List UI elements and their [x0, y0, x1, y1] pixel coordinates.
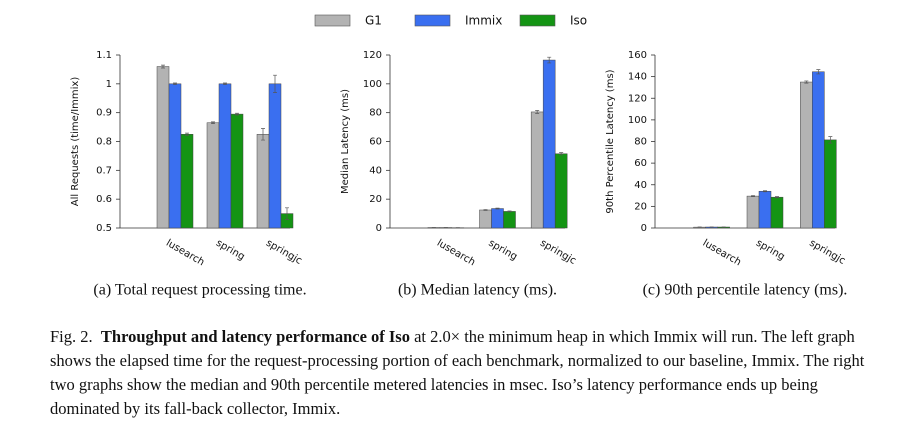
y-tick-label: 20 [634, 201, 647, 212]
bar [206, 122, 220, 229]
y-tick-label: 120 [363, 50, 382, 61]
y-tick-label: 0.8 [96, 137, 112, 148]
y-tick-label: 0.7 [96, 165, 112, 176]
subplot-caption: (b) Median latency (ms). [398, 282, 557, 299]
figure: G1 Immix Iso 0.5 0.6 0.7 0.8 0.9 1 1.1 All Request… [70, 14, 848, 299]
error-bar [751, 195, 755, 197]
y-tick-label: 140 [628, 72, 647, 83]
y-tick-label: 0.9 [96, 108, 112, 119]
y-axis-label: All Requests (time/Immix) [70, 77, 81, 207]
bar [800, 81, 813, 229]
y-tick-label: 100 [628, 115, 647, 126]
error-bar [223, 82, 227, 86]
bar [180, 134, 194, 229]
y-axis-label: 90th Percentile Latency (ms) [605, 69, 616, 213]
y-tick-label: 0 [376, 223, 382, 234]
error-bar [161, 64, 165, 69]
error-bar [495, 207, 500, 210]
error-bar [273, 74, 277, 93]
y-axis-label: Median Latency (ms) [340, 89, 351, 194]
x-tick-label: lusearch [701, 238, 743, 269]
y-tick-label: 60 [634, 158, 647, 169]
y-tick-label: 80 [634, 137, 647, 148]
x-tick-label: spring [754, 238, 786, 263]
legend-swatch [414, 14, 451, 27]
y-tick-label: 1 [106, 79, 112, 90]
subplot-caption: (a) Total request processing time. [93, 282, 306, 299]
bar [824, 139, 837, 229]
bar [554, 153, 568, 229]
x-tick-label: lusearch [164, 238, 206, 269]
x-tick-label: springjc [538, 238, 578, 267]
subplot-caption: (c) 90th percentile latency (ms). [643, 282, 848, 299]
bar [156, 66, 170, 229]
bar [503, 211, 516, 229]
bar [770, 196, 784, 229]
error-bar [285, 207, 289, 220]
y-tick-label: 120 [628, 93, 647, 104]
caption-title: Throughput and latency performance of Is… [100, 327, 410, 346]
legend-label: G1 [365, 14, 382, 28]
y-tick-label: 40 [634, 180, 647, 191]
error-bar [828, 136, 833, 144]
error-bar [763, 190, 767, 193]
x-tick-label: springjc [264, 238, 304, 267]
error-bar [261, 128, 265, 141]
error-bar [483, 209, 488, 211]
x-tick-label: spring [214, 238, 246, 263]
error-bar [535, 110, 540, 114]
error-bar [547, 56, 552, 64]
caption-text: at 2.0× the minimum heap in which Immix … [50, 327, 865, 418]
caption-label: Fig. 2. [50, 327, 93, 346]
y-tick-label: 0 [641, 223, 647, 234]
y-tick-label: 0.6 [96, 194, 112, 205]
bar [256, 134, 270, 229]
y-tick-label: 40 [369, 165, 382, 176]
error-bar [235, 112, 239, 116]
error-bar [804, 80, 809, 84]
bar [542, 59, 556, 229]
legend-label: Iso [570, 14, 587, 28]
legend-swatch [314, 14, 351, 27]
y-tick-label: 0.5 [96, 223, 112, 234]
error-bar [816, 69, 821, 75]
bar [491, 208, 504, 229]
error-bar [185, 132, 189, 136]
x-tick-label: lusearch [435, 238, 477, 269]
y-tick-label: 160 [628, 50, 647, 61]
bar [758, 190, 772, 229]
legend-label: Immix [465, 14, 502, 28]
bar [479, 209, 492, 229]
bar [268, 83, 282, 229]
x-tick-label: springjc [807, 238, 847, 267]
y-tick-label: 60 [369, 137, 382, 148]
bar [230, 113, 244, 229]
error-bar [507, 210, 512, 213]
bar [530, 111, 544, 229]
bar [168, 83, 182, 229]
x-tick-label: spring [487, 238, 519, 263]
error-bar [775, 196, 779, 199]
y-tick-label: 80 [369, 108, 382, 119]
error-bar [559, 152, 564, 156]
bar [812, 71, 825, 229]
caption: Fig. 2. Throughput and latency performan… [50, 325, 870, 421]
error-bar [173, 82, 177, 86]
bar [746, 195, 760, 229]
error-bar [211, 121, 215, 124]
legend-swatch [519, 14, 556, 27]
y-tick-label: 100 [363, 79, 382, 90]
y-tick-label: 1.1 [96, 50, 112, 61]
y-tick-label: 20 [369, 194, 382, 205]
bar [218, 83, 232, 229]
